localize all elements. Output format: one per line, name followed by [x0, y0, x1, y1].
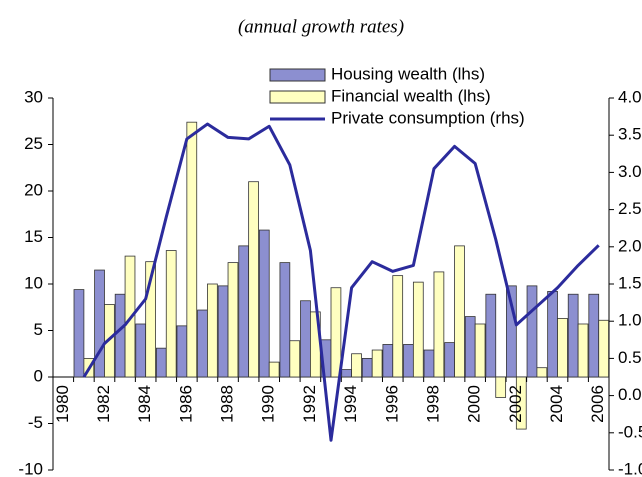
y2-tick-label: 3.5 — [618, 125, 642, 144]
bar — [444, 342, 455, 378]
bar — [433, 271, 445, 378]
y-tick-label: 30 — [24, 87, 43, 106]
bar — [114, 293, 126, 378]
y-tick-label: 15 — [24, 227, 43, 246]
x-tick-label: 1984 — [135, 385, 154, 423]
legend-swatch — [269, 68, 326, 82]
bar — [186, 121, 198, 378]
y2-tick-label: 2.5 — [618, 199, 642, 218]
bar — [506, 285, 517, 378]
y2-tick-label: 4.0 — [618, 87, 642, 106]
bar — [515, 376, 527, 430]
bar — [176, 325, 188, 378]
x-tick-label: 1992 — [300, 385, 319, 423]
x-tick-label: 1994 — [341, 385, 360, 423]
bar — [207, 283, 218, 378]
y-tick-label: 5 — [34, 320, 43, 339]
bar — [536, 367, 548, 378]
bar — [268, 361, 280, 378]
bar — [474, 323, 486, 378]
bar — [300, 300, 311, 378]
x-tick-label: 1982 — [94, 385, 113, 423]
bar — [217, 285, 229, 378]
bar — [577, 323, 589, 378]
y2-tick-label: 1.0 — [618, 311, 642, 330]
bar — [371, 349, 383, 378]
y2-tick-label: 0.0 — [618, 385, 642, 404]
bar — [392, 275, 404, 378]
bar — [289, 340, 301, 378]
legend-swatch — [269, 90, 326, 104]
legend-label: Private consumption (rhs) — [331, 108, 525, 127]
x-tick-label: 2002 — [506, 385, 525, 423]
bar — [94, 269, 105, 378]
bar — [423, 349, 435, 378]
bar — [485, 293, 497, 378]
x-tick-label: 1990 — [259, 385, 278, 423]
bar — [155, 347, 167, 378]
bar — [557, 318, 568, 378]
bar — [248, 181, 259, 378]
bar — [547, 291, 558, 378]
x-tick-label: 1996 — [382, 385, 401, 423]
bar — [145, 261, 156, 378]
bar — [341, 369, 352, 378]
bar — [412, 281, 424, 378]
y-tick-label: -5 — [28, 413, 43, 432]
bar — [526, 285, 538, 378]
bar — [588, 293, 600, 378]
bar — [197, 309, 208, 378]
y-tick-label: 0 — [34, 366, 43, 385]
y2-tick-label: -1.0 — [618, 459, 642, 477]
bar — [258, 229, 270, 378]
bar — [73, 289, 85, 378]
bar — [361, 357, 373, 378]
y-tick-label: 25 — [24, 134, 43, 153]
x-tick-label: 2004 — [547, 385, 566, 423]
y-tick-label: 20 — [24, 180, 43, 199]
bar — [135, 323, 147, 378]
y2-tick-label: 3.0 — [618, 162, 642, 181]
bar — [238, 245, 250, 378]
y2-tick-label: -0.5 — [618, 422, 642, 441]
bar — [279, 262, 291, 378]
bar — [464, 316, 476, 378]
bar — [403, 344, 414, 378]
x-tick-label: 2006 — [588, 385, 607, 423]
bar — [382, 344, 394, 378]
bar — [567, 293, 579, 378]
x-tick-label: 2000 — [465, 385, 484, 423]
x-tick-label: 1988 — [218, 385, 237, 423]
bar — [227, 262, 239, 378]
legend-label: Financial wealth (lhs) — [331, 86, 491, 105]
y2-tick-label: 0.5 — [618, 348, 642, 367]
legend-label: Housing wealth (lhs) — [331, 64, 485, 83]
y2-tick-label: 1.5 — [618, 273, 642, 292]
y-tick-label: 10 — [24, 273, 43, 292]
y-tick-label: -10 — [18, 459, 43, 477]
bar — [598, 319, 609, 378]
x-tick-label: 1980 — [53, 385, 72, 423]
line — [82, 122, 600, 442]
y2-tick-label: 2.0 — [618, 236, 642, 255]
bar — [454, 245, 465, 378]
bar — [330, 287, 342, 378]
x-tick-label: 1986 — [176, 385, 195, 423]
x-tick-label: 1998 — [423, 385, 442, 423]
bar — [165, 250, 177, 378]
chart-subtitle: (annual growth rates) — [238, 16, 404, 37]
bar — [351, 353, 362, 378]
bar — [495, 376, 507, 398]
